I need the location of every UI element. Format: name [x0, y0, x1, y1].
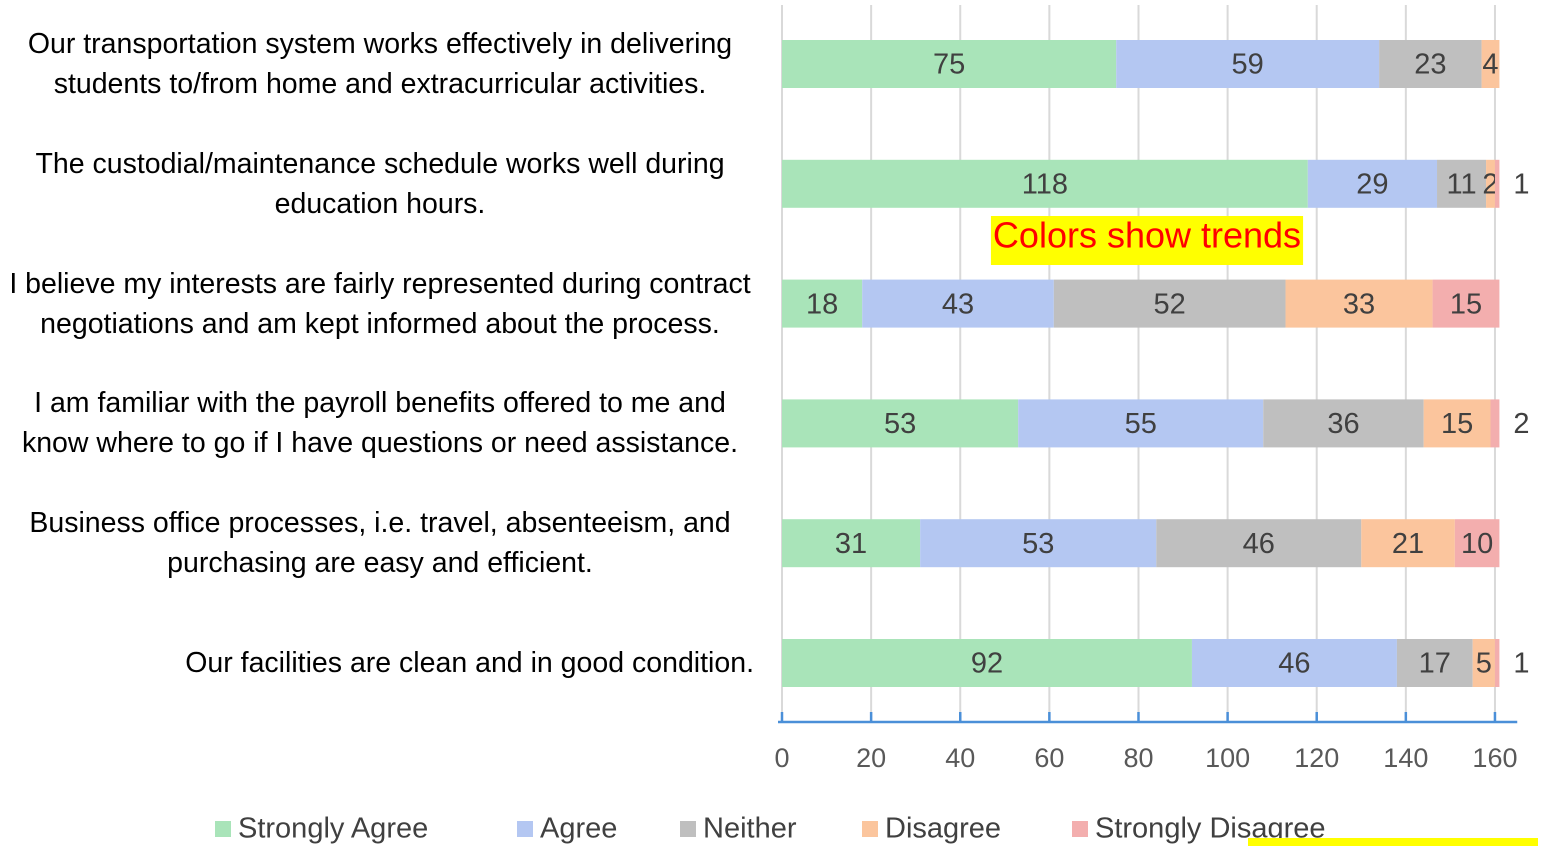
- annotation-background: [990, 216, 1304, 265]
- bar-segment: [1454, 519, 1500, 568]
- bar-segment: [1494, 159, 1500, 208]
- x-tick-label: 40: [945, 743, 975, 773]
- bar-segment: [862, 279, 1054, 328]
- data-label: 2: [1482, 168, 1498, 200]
- data-label: 11: [1446, 168, 1476, 200]
- data-label: 46: [1243, 528, 1275, 560]
- data-label: 23: [1414, 49, 1446, 81]
- bar-segment: [1437, 159, 1487, 208]
- bar-segment: [1116, 40, 1380, 88]
- data-label: 10: [1461, 528, 1493, 560]
- data-label: 92: [971, 648, 1003, 680]
- x-tick-label: 80: [1123, 743, 1153, 773]
- x-tick-label: 100: [1205, 743, 1250, 773]
- bar-segment: [1361, 519, 1455, 568]
- legend-item: Neither: [680, 813, 797, 845]
- bar-segment: [1379, 40, 1482, 88]
- highlight-box: [1248, 838, 1538, 846]
- bar-segment: [1191, 639, 1397, 687]
- bar-segment: [782, 279, 863, 328]
- category-label: Our transportation system works effectiv…: [27, 28, 733, 100]
- bar-segment: [920, 519, 1157, 568]
- legend-item: Disagree: [862, 813, 1001, 845]
- bar-segment: [1486, 159, 1495, 208]
- x-tick-label: 140: [1383, 743, 1428, 773]
- data-label: 15: [1450, 288, 1482, 320]
- data-label: 33: [1343, 288, 1375, 320]
- x-tick-label: 120: [1294, 743, 1339, 773]
- legend-label: Neither: [703, 813, 797, 845]
- data-label: 18: [806, 288, 838, 320]
- data-label: 29: [1356, 168, 1388, 200]
- bar-segment: [1494, 639, 1500, 687]
- bar-segment: [1156, 519, 1362, 568]
- x-tick-label: 60: [1034, 743, 1064, 773]
- data-label: 4: [1482, 49, 1498, 81]
- data-label: 5: [1476, 648, 1492, 680]
- data-label: 2: [1513, 408, 1529, 440]
- bar-segment: [1307, 159, 1438, 208]
- data-label: 46: [1278, 648, 1310, 680]
- bar-segment: [1396, 639, 1473, 687]
- bar-segment: [1490, 399, 1500, 448]
- data-label: 36: [1327, 408, 1359, 440]
- bar-segment: [782, 519, 921, 568]
- bar-segment: [1481, 40, 1500, 88]
- data-label: 15: [1441, 408, 1473, 440]
- data-label: 21: [1392, 528, 1424, 560]
- bar-segment: [782, 399, 1019, 448]
- bar-segment: [782, 159, 1308, 208]
- legend-swatch: [1072, 821, 1088, 837]
- legend-swatch: [680, 821, 696, 837]
- category-label: The custodial/maintenance schedule works…: [35, 147, 725, 220]
- data-label: 52: [1154, 288, 1186, 320]
- legend-swatch: [215, 821, 231, 837]
- legend-swatch: [517, 821, 533, 837]
- bar-segment: [782, 639, 1192, 687]
- data-label: 53: [1022, 528, 1054, 560]
- legend-label: Disagree: [885, 813, 1001, 845]
- data-label: 118: [1022, 168, 1068, 200]
- category-label: I believe my interests are fairly repres…: [9, 267, 751, 340]
- data-label: 1: [1513, 648, 1529, 680]
- category-label: Our facilities are clean and in good con…: [185, 647, 754, 679]
- legend-swatch: [862, 821, 878, 837]
- data-label: 17: [1419, 648, 1451, 680]
- bar-segment: [1423, 399, 1491, 448]
- category-label: Business office processes, i.e. travel, …: [29, 507, 731, 580]
- bar-segment: [1432, 279, 1500, 328]
- data-label: 59: [1232, 49, 1264, 81]
- data-label: 1: [1513, 168, 1529, 200]
- bar-segment: [1285, 279, 1433, 328]
- x-tick-label: 20: [856, 743, 886, 773]
- data-label: 31: [835, 528, 867, 560]
- bar-segment: [1472, 639, 1495, 687]
- category-label: I am familiar with the payroll benefits …: [21, 387, 739, 460]
- x-tick-label: 160: [1472, 743, 1517, 773]
- data-label: 55: [1125, 408, 1157, 440]
- data-label: 53: [884, 408, 916, 440]
- legend-label: Agree: [540, 813, 617, 845]
- data-label: 43: [942, 288, 974, 320]
- bar-segment: [1053, 279, 1286, 328]
- legend-label: Strongly Agree: [238, 813, 428, 845]
- x-tick-label: 0: [774, 743, 789, 773]
- data-label: 75: [933, 49, 965, 81]
- annotation: Colors show trends: [993, 215, 1301, 256]
- bar-segment: [1263, 399, 1424, 448]
- legend-item: Agree: [517, 813, 617, 845]
- legend-item: Strongly Agree: [215, 813, 428, 845]
- bar-segment: [1018, 399, 1264, 448]
- bar-segment: [782, 40, 1117, 88]
